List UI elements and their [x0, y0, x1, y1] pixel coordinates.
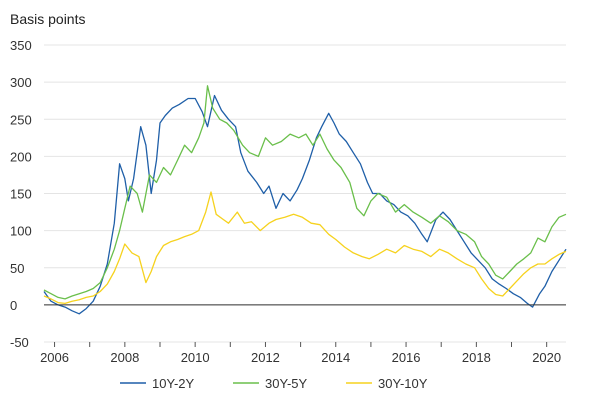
- x-tick-label: 2016: [392, 350, 421, 365]
- y-tick-label: 50: [10, 261, 24, 276]
- y-tick-labels: -50 0 50 100 150 200 250 300 350: [10, 38, 32, 350]
- x-tick-label: 2020: [532, 350, 561, 365]
- y-unit-label: Basis points: [10, 11, 85, 27]
- x-tick-label: 2012: [251, 350, 280, 365]
- x-ticks: 2006 2008 2010 2012 2014 2016 2018 2020: [40, 342, 561, 365]
- legend-label: 30Y-5Y: [265, 376, 307, 391]
- x-tick-label: 2008: [110, 350, 139, 365]
- x-tick-label: 2006: [40, 350, 69, 365]
- x-tick-label: 2018: [462, 350, 491, 365]
- y-tick-label: 150: [10, 187, 32, 202]
- gridlines: [44, 44, 566, 343]
- y-tick-label: -50: [10, 335, 29, 350]
- legend: 10Y-2Y 30Y-5Y 30Y-10Y: [120, 376, 428, 391]
- y-tick-label: 300: [10, 75, 32, 90]
- series-line-10Y-2Y: [43, 94, 567, 315]
- y-tick-label: 100: [10, 224, 32, 239]
- legend-label: 30Y-10Y: [378, 376, 428, 391]
- x-tick-label: 2010: [181, 350, 210, 365]
- series-lines: [43, 85, 567, 315]
- y-tick-label: 250: [10, 112, 32, 127]
- series-line-30Y-10Y: [43, 191, 567, 305]
- y-tick-label: 200: [10, 149, 32, 164]
- series-line-30Y-5Y: [43, 85, 567, 300]
- legend-label: 10Y-2Y: [152, 376, 194, 391]
- x-tick-label: 2014: [321, 350, 350, 365]
- y-tick-label: 0: [10, 298, 17, 313]
- y-tick-label: 350: [10, 38, 32, 53]
